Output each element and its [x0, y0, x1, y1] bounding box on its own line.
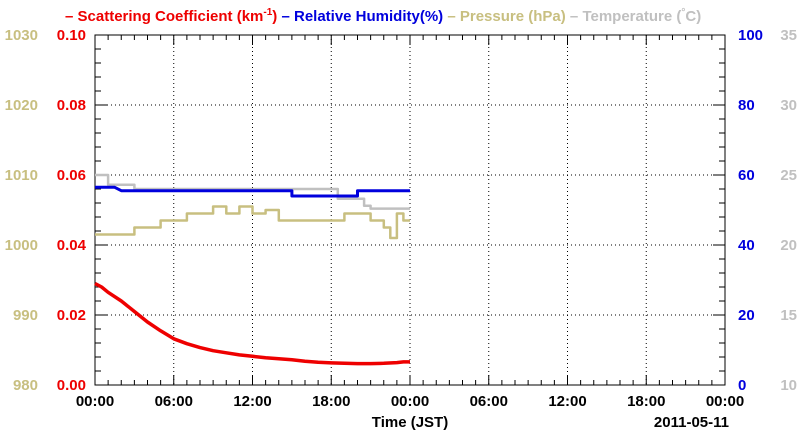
- y-tick-label-pressure: 1010: [5, 167, 38, 184]
- legend-label-end: C): [685, 8, 701, 25]
- y-tick-label-temperature: 15: [780, 307, 797, 324]
- x-tick-label: 12:00: [233, 393, 271, 410]
- y-axis-humidity: 0 20 40 60 80 100: [738, 27, 763, 394]
- legend-label: Scattering Coefficient (km: [78, 8, 264, 25]
- y-axis-pressure: 980 990 1000 1010 1020 1030: [5, 27, 38, 394]
- legend-dash: –: [277, 8, 294, 25]
- series-temperature: [95, 173, 410, 210]
- x-tick-label: 12:00: [548, 393, 586, 410]
- y-tick-label-temperature: 35: [780, 27, 797, 44]
- legend-degree: °: [681, 7, 685, 18]
- x-tick-label: 18:00: [312, 393, 350, 410]
- x-tick-label: 18:00: [627, 393, 665, 410]
- x-tick-label: 00:00: [391, 393, 429, 410]
- y-tick-label-scattering: 0.08: [57, 97, 86, 114]
- tick-marks: [94, 34, 726, 386]
- y-tick-label-scattering: 0.10: [57, 27, 86, 44]
- legend: – Scattering Coefficient (km-1) – Relati…: [65, 7, 701, 25]
- y-tick-label-humidity: 100: [738, 27, 763, 44]
- y-tick-label-pressure: 980: [13, 377, 38, 394]
- y-tick-label-pressure: 1030: [5, 27, 38, 44]
- grid: [95, 35, 725, 385]
- x-axis-label: Time (JST): [372, 414, 448, 431]
- y-tick-label-scattering: 0.04: [57, 237, 87, 254]
- y-tick-label-pressure: 990: [13, 307, 38, 324]
- legend-label: Pressure (hPa): [460, 8, 566, 25]
- y-tick-label-scattering: 0.02: [57, 307, 86, 324]
- x-tick-labels: 00:00 06:00 12:00 18:00 00:00 06:00 12:00 18:00…: [76, 393, 744, 410]
- y-tick-label-humidity: 40: [738, 237, 755, 254]
- legend-label: Temperature (: [582, 8, 681, 25]
- x-tick-label: 06:00: [470, 393, 508, 410]
- y-tick-label-pressure: 1020: [5, 97, 38, 114]
- y-tick-label-scattering: 0.06: [57, 167, 86, 184]
- legend-dash: –: [65, 8, 78, 25]
- legend-label: Relative Humidity(%): [294, 8, 443, 25]
- y-tick-label-humidity: 0: [738, 377, 746, 394]
- date-label: 2011-05-11: [654, 414, 729, 431]
- y-tick-label-humidity: 80: [738, 97, 755, 114]
- legend-superscript: -1: [263, 7, 272, 18]
- y-tick-label-pressure: 1000: [5, 237, 38, 254]
- y-tick-label-humidity: 60: [738, 167, 755, 184]
- legend-dash: –: [443, 8, 460, 25]
- series-scattering-coefficient: [94, 281, 410, 366]
- plot-frame: [94, 34, 726, 386]
- legend-text: – Scattering Coefficient (km-1) – Relati…: [65, 7, 701, 25]
- series-pressure: [95, 205, 410, 240]
- y-axis-scattering: 0.00 0.02 0.04 0.06 0.08 0.10: [57, 27, 87, 394]
- legend-dash: –: [566, 8, 583, 25]
- x-tick-label: 06:00: [155, 393, 193, 410]
- y-tick-label-scattering: 0.00: [57, 377, 86, 394]
- y-tick-label-temperature: 20: [780, 237, 797, 254]
- y-tick-label-humidity: 20: [738, 307, 755, 324]
- y-tick-label-temperature: 25: [780, 167, 797, 184]
- legend-label-end: ): [272, 8, 277, 25]
- y-axis-temperature: 10 15 20 25 30 35: [780, 27, 797, 394]
- series-group: [94, 173, 410, 366]
- y-tick-label-temperature: 30: [780, 97, 797, 114]
- x-tick-label: 00:00: [76, 393, 114, 410]
- series-relative-humidity: [95, 185, 410, 198]
- y-tick-label-temperature: 10: [780, 377, 797, 394]
- x-tick-label: 00:00: [706, 393, 744, 410]
